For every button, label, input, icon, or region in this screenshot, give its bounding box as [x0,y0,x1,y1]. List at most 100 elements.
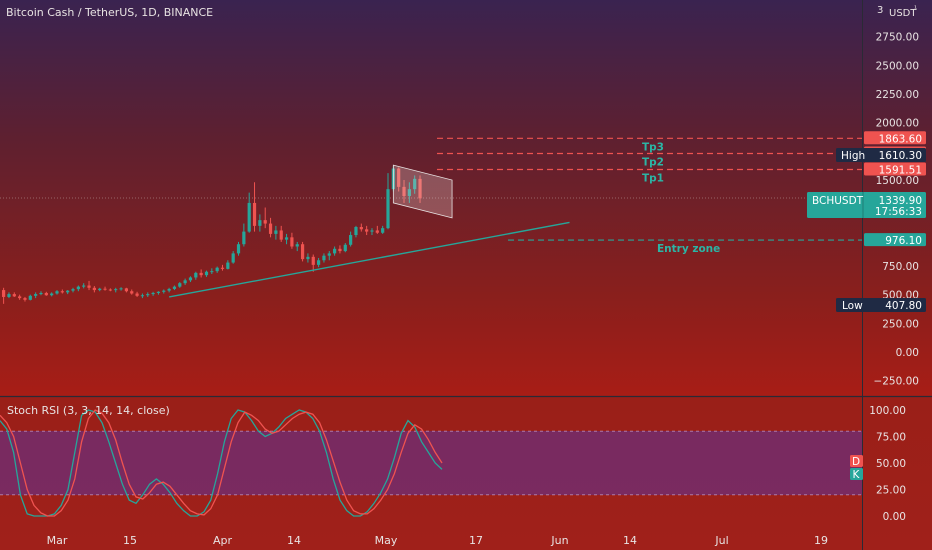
candle-body [258,220,262,226]
candle [92,286,96,293]
time-tick-label: 14 [623,534,637,547]
candle [327,251,331,261]
candle-body [322,255,326,261]
time-axis-ticks: Mar 15 Apr 14 May 17 Jun 14 Jul 19 [47,534,828,547]
rsi-legend-k: K [853,469,861,481]
candle-body [226,262,230,269]
candle [2,287,6,304]
candle [311,254,315,272]
candle [247,192,251,233]
level-label-tp1: Tp1 [642,173,664,185]
candle [172,285,177,291]
support-trendline [168,221,570,298]
candle-body [23,298,27,300]
candle [82,283,86,289]
candle-body [39,292,43,295]
candle-body [220,267,225,269]
candle-body [311,256,315,265]
candle-body [210,271,214,273]
level-label-entry-zone: Entry zone [657,243,720,255]
candle [370,228,374,236]
candle [76,285,80,292]
candle-body [370,230,374,232]
candle [397,167,401,192]
candle-body [151,292,155,295]
candle [114,287,118,293]
candle-body [300,244,305,260]
candle [279,225,283,242]
candle [39,291,43,296]
price-tick-label: 2500.00 [876,60,919,72]
candle-body [146,294,150,296]
candle [407,182,411,203]
candle-body [140,295,145,297]
candle [50,292,54,297]
candle [183,278,187,285]
candle [284,233,289,245]
candle-body [172,286,177,289]
candle-body [124,288,129,292]
falling-channel [392,164,453,219]
stoch-rsi-title[interactable]: Stoch RSI (3, 3, 14, 14, close) [7,404,170,417]
candle-body [130,291,134,294]
candle-body [12,294,16,297]
current-price-value: 1339.90 [879,195,922,207]
candle [98,287,102,292]
drawings-layer[interactable]: Tp3 Tp2 Tp1 Entry zone [168,137,862,298]
price-tick-label: 750.00 [882,261,919,273]
time-tick-label: 15 [123,534,137,547]
rsi-tick-label: 100.00 [869,405,906,417]
rsi-legend-k-box [850,468,863,480]
candle-body [82,285,86,287]
candle [236,241,241,256]
candle-body [397,168,401,187]
price-tick-label: 2750.00 [876,32,919,44]
time-tick-label: 14 [287,534,301,547]
candle-body [263,220,267,224]
candle [66,290,70,295]
candle-body [215,267,219,272]
candle [210,268,214,275]
candle [194,271,198,280]
candle-body [92,287,96,291]
candle-body [199,272,203,276]
candle-body [386,189,390,229]
candle-body [135,293,139,296]
candle [300,241,305,262]
current-symbol: BCHUSDT [812,195,864,207]
candle [322,253,326,263]
rsi-tick-label: 50.00 [876,458,906,470]
candle [135,291,139,297]
candle-body [28,295,32,300]
top-tick-label: 3 [877,5,883,16]
countdown-value: 17:56:33 [875,206,922,218]
candle [215,266,219,273]
candle-body [7,294,11,297]
currency-label[interactable]: USDT [889,8,917,19]
symbol-title[interactable]: Bitcoin Cash / TetherUS, 1D, BINANCE [6,6,213,19]
candle-body [178,283,182,287]
candle-body [231,253,235,263]
candle [338,245,342,254]
candle [386,173,390,230]
rsi-band-fill [0,431,862,495]
candle [252,182,257,232]
price-tick-label: 250.00 [882,318,919,330]
candle [146,292,150,297]
candle-body [327,253,331,256]
price-tick-label: 2000.00 [876,118,919,130]
candle-body [284,237,289,240]
time-tick-label: Mar [47,534,68,547]
candle [349,231,353,247]
price-labels-layer: 1863.601731.04High1610.301591.51BCHUSDT1… [807,131,926,481]
candle [108,288,112,292]
time-tick-label: 19 [814,534,828,547]
candle-body [204,271,209,276]
candle-body [338,248,342,252]
candle [226,260,230,270]
candle [375,225,379,234]
candle [119,287,123,291]
time-tick-label: May [375,534,398,547]
